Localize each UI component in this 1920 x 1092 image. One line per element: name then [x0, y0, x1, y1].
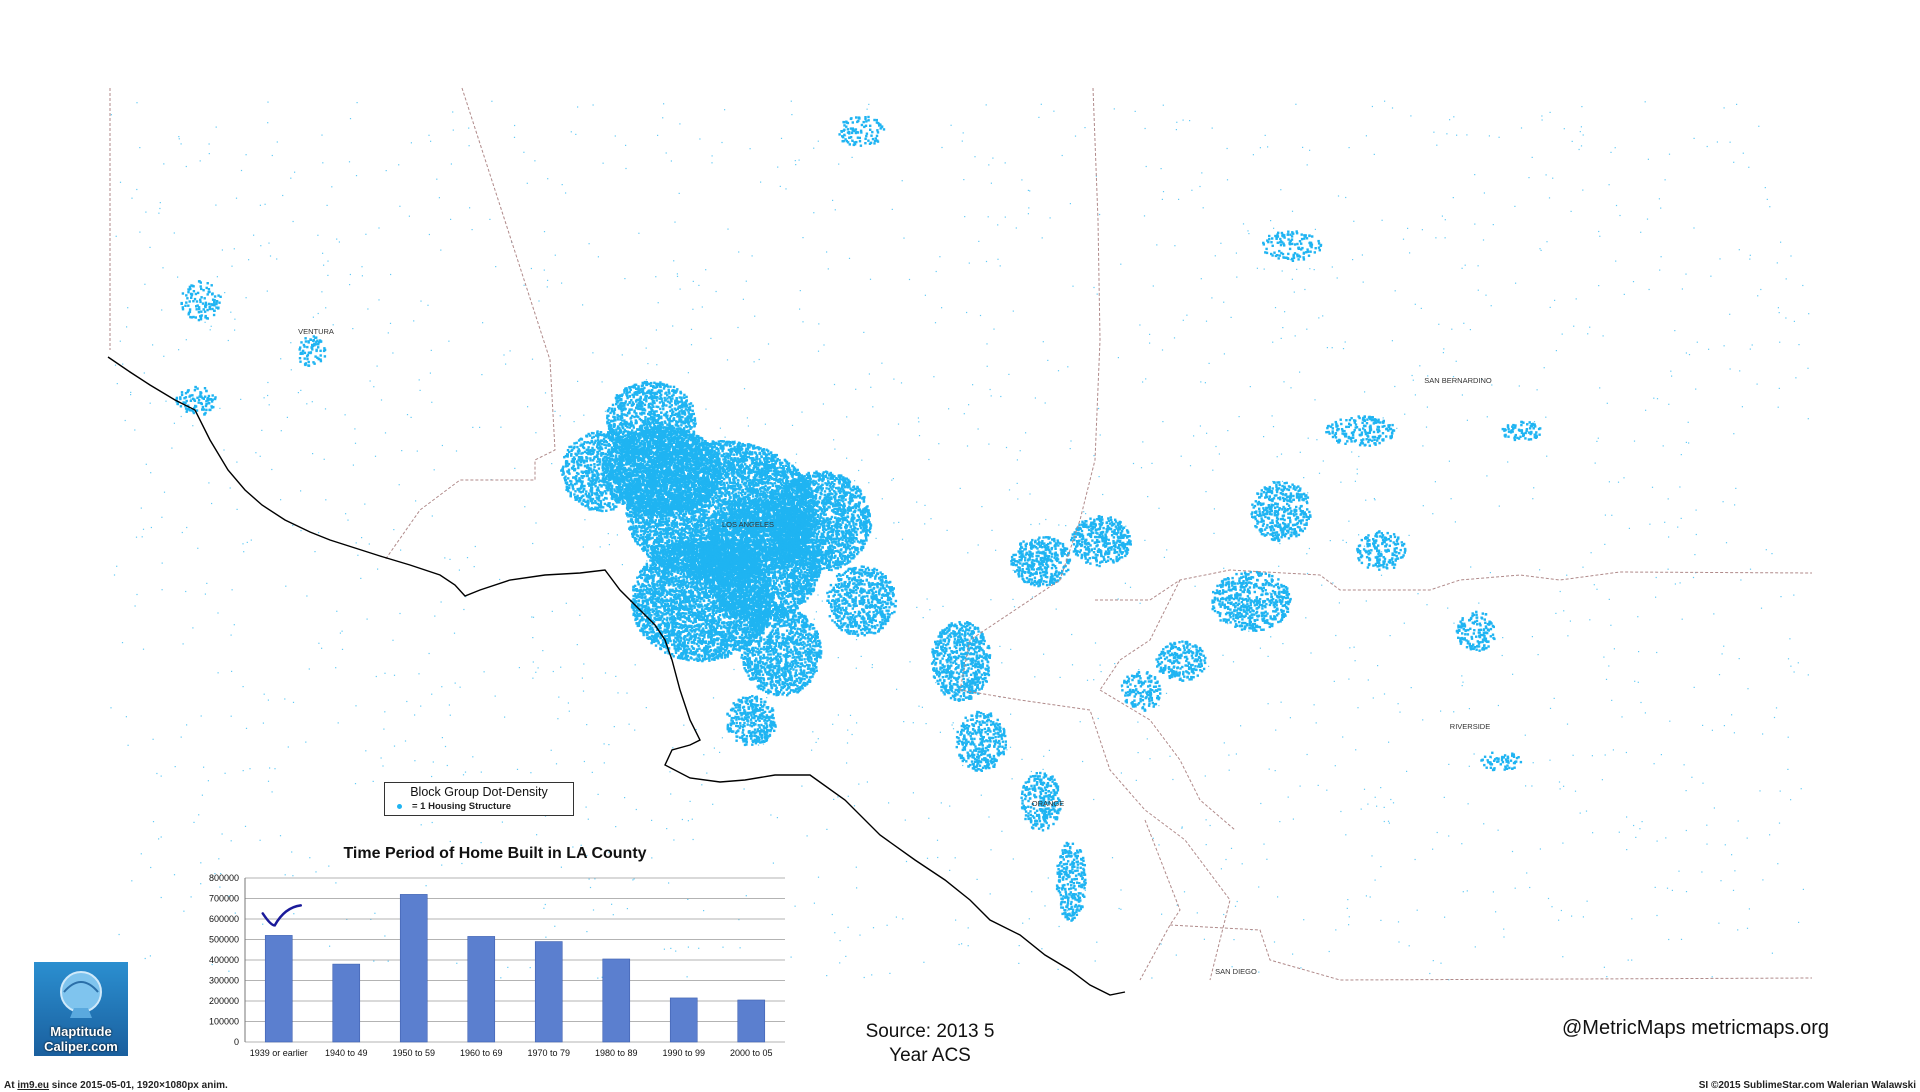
x-tick-label: 2000 to 05	[730, 1048, 773, 1058]
maptitude-logo: Maptitude Caliper.com	[34, 962, 128, 1056]
credit-text: @MetricMaps metricmaps.org	[1562, 1017, 1829, 1040]
source-note: Source: 2013 5 Year ACS	[830, 1020, 1030, 1068]
bar-chart: Time Period of Home Built in LA County 0 1…	[209, 845, 785, 1058]
x-tick-label: 1990 to 99	[662, 1048, 705, 1058]
footer-site-link[interactable]: im9.eu	[17, 1080, 49, 1091]
legend-item-label: = 1 Housing Structure	[412, 801, 511, 812]
y-tick-label: 200000	[209, 996, 239, 1006]
x-tick-label: 1970 to 79	[527, 1048, 570, 1058]
y-tick-label: 300000	[209, 976, 239, 986]
county-label-riverside: RIVERSIDE	[1450, 722, 1490, 731]
logo-line-1: Maptitude	[34, 1024, 128, 1039]
y-tick-label: 600000	[209, 914, 239, 924]
y-tick-label: 0	[234, 1037, 239, 1047]
logo-line-2: Caliper.com	[34, 1039, 128, 1054]
bar-2	[332, 963, 361, 1043]
bar-3	[399, 894, 428, 1043]
footer-prefix: At	[4, 1080, 17, 1091]
bar-7	[669, 997, 698, 1043]
source-line-2: Year ACS	[830, 1044, 1030, 1068]
x-tick-label: 1939 or earlier	[250, 1048, 308, 1058]
footer-right: SI ©2015 SublimeStar.com Walerian Walaws…	[1699, 1080, 1916, 1091]
county-label-ventura: VENTURA	[298, 327, 334, 336]
bar-5	[534, 941, 563, 1043]
y-tick-label: 500000	[209, 935, 239, 945]
county-label-los-angeles: LOS ANGELES	[722, 520, 774, 529]
x-tick-label: 1940 to 49	[325, 1048, 368, 1058]
county-label-orange: ORANGE	[1032, 799, 1065, 808]
bar-8	[737, 999, 766, 1043]
footer-rest: since 2015-05-01, 1920×1080px anim.	[49, 1080, 228, 1091]
legend-title: Block Group Dot-Density	[385, 785, 573, 799]
dot-symbol-icon	[397, 803, 402, 809]
county-label-san-diego: SAN DIEGO	[1215, 967, 1257, 976]
check-mark-icon	[261, 904, 302, 927]
x-tick-label: 1950 to 59	[392, 1048, 435, 1058]
chart-title: Time Period of Home Built in LA County	[343, 845, 646, 862]
county-label-san-bernardino: SAN BERNARDINO	[1424, 376, 1492, 385]
source-line-1: Source: 2013 5	[830, 1020, 1030, 1044]
footer-left: At im9.eu since 2015-05-01, 1920×1080px …	[4, 1080, 228, 1091]
y-tick-label: 400000	[209, 955, 239, 965]
y-tick-label: 100000	[209, 1017, 239, 1027]
bar-1	[264, 935, 293, 1043]
legend-item: = 1 Housing Structure	[397, 801, 511, 812]
bar-4	[467, 936, 496, 1043]
y-tick-label: 700000	[209, 894, 239, 904]
x-tick-label: 1980 to 89	[595, 1048, 638, 1058]
map-legend: Block Group Dot-Density = 1 Housing Stru…	[384, 782, 574, 816]
y-tick-label: 800000	[209, 873, 239, 883]
globe-head-icon	[60, 971, 102, 1018]
x-tick-label: 1960 to 69	[460, 1048, 503, 1058]
bar-6	[602, 958, 631, 1043]
